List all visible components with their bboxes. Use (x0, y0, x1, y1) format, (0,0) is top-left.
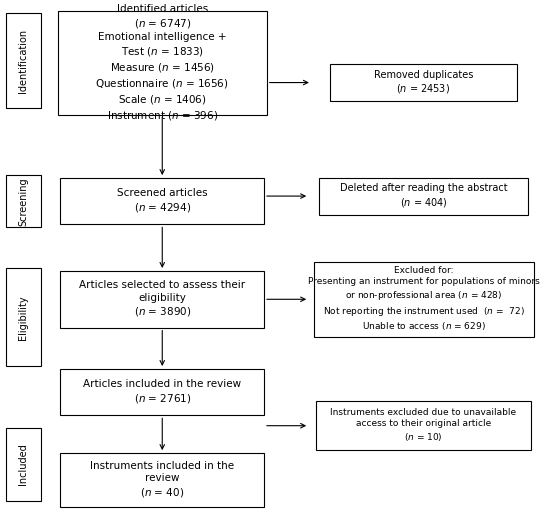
Text: Eligibility: Eligibility (18, 295, 29, 340)
Text: Deleted after reading the abstract
($n$ = 404): Deleted after reading the abstract ($n$ … (340, 183, 507, 209)
Text: Screening: Screening (18, 177, 29, 225)
FancyBboxPatch shape (6, 13, 41, 108)
FancyBboxPatch shape (319, 178, 528, 215)
Text: Articles included in the review
($n$ = 2761): Articles included in the review ($n$ = 2… (83, 379, 241, 405)
FancyBboxPatch shape (60, 178, 264, 224)
FancyBboxPatch shape (316, 401, 531, 450)
FancyBboxPatch shape (330, 64, 517, 101)
Text: Removed duplicates
($n$ = 2453): Removed duplicates ($n$ = 2453) (374, 70, 473, 95)
FancyBboxPatch shape (60, 453, 264, 507)
Text: Excluded for:
Presenting an instrument for populations of minors
or non-professi: Excluded for: Presenting an instrument f… (307, 266, 540, 332)
Text: Articles selected to assess their
eligibility
($n$ = 3890): Articles selected to assess their eligib… (79, 280, 245, 318)
Text: Instruments included in the
review
($n$ = 40): Instruments included in the review ($n$ … (90, 461, 234, 499)
FancyBboxPatch shape (6, 268, 41, 366)
FancyBboxPatch shape (60, 271, 264, 328)
Text: Identification: Identification (18, 28, 29, 93)
FancyBboxPatch shape (60, 369, 264, 415)
FancyBboxPatch shape (6, 428, 41, 501)
FancyBboxPatch shape (314, 262, 534, 337)
Text: Screened articles
($n$ = 4294): Screened articles ($n$ = 4294) (117, 188, 207, 214)
FancyBboxPatch shape (6, 175, 41, 227)
Text: Instruments excluded due to unavailable
access to their original article
($n$ = : Instruments excluded due to unavailable … (331, 408, 516, 443)
Text: Included: Included (18, 444, 29, 485)
Text: Identified articles
($n$ = 6747)
Emotional intelligence +
Test ($n$ = 1833)
Meas: Identified articles ($n$ = 6747) Emotion… (96, 4, 229, 122)
FancyBboxPatch shape (58, 11, 267, 115)
